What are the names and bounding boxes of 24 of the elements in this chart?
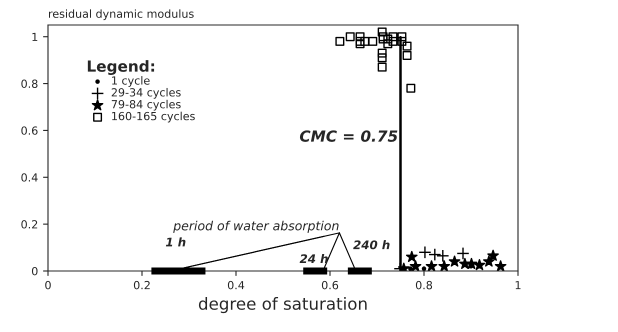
x-tick-label: 0.4 <box>228 280 244 290</box>
legend-label: 79-84 cycles <box>112 100 181 111</box>
annotation: 1 h <box>166 237 186 246</box>
y-tick-label: 0.8 <box>21 80 38 88</box>
y-tick-label: 0.4 <box>21 173 38 182</box>
legend-title: Legend: <box>88 60 154 75</box>
annotation: period of water absorption <box>173 220 339 233</box>
y-tick-label: 1 <box>32 32 38 41</box>
x-tick-label: 1 <box>516 281 521 290</box>
legend-label: 1 cycle <box>112 76 150 87</box>
x-tick-label: 0.6 <box>322 280 338 290</box>
y-tick-label: 0.2 <box>21 220 38 229</box>
ref-line-label: CMC = 0.75 <box>300 130 398 142</box>
y-axis-title: residual dynamic modulus <box>49 9 194 20</box>
annotation: 24 h <box>300 254 328 263</box>
legend-label: 160-165 cycles <box>112 112 195 122</box>
y-tick-label: 0 <box>32 266 38 276</box>
y-tick-label: 0.6 <box>21 126 38 135</box>
legend-label: 29-34 cycles <box>112 88 181 99</box>
x-axis-title: degree of saturation <box>198 297 367 314</box>
x-tick-label: 0.2 <box>134 280 150 290</box>
annotation: 240 h <box>353 240 390 250</box>
x-tick-label: 0.8 <box>416 280 432 290</box>
x-tick-label: 0 <box>45 280 51 290</box>
